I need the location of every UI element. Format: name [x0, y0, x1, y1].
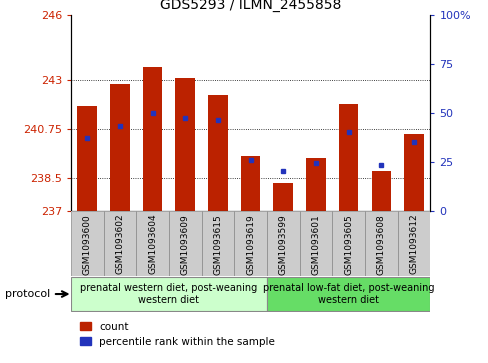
- Text: GSM1093608: GSM1093608: [376, 214, 385, 274]
- Text: GSM1093609: GSM1093609: [181, 214, 189, 274]
- FancyBboxPatch shape: [332, 211, 364, 276]
- Title: GDS5293 / ILMN_2455858: GDS5293 / ILMN_2455858: [160, 0, 341, 12]
- Bar: [175, 78, 195, 211]
- FancyBboxPatch shape: [234, 211, 266, 276]
- Bar: [110, 84, 129, 211]
- Bar: [273, 183, 292, 211]
- Text: GSM1093602: GSM1093602: [115, 214, 124, 274]
- Bar: [371, 171, 390, 211]
- Text: GSM1093604: GSM1093604: [148, 214, 157, 274]
- FancyBboxPatch shape: [266, 277, 429, 311]
- Text: prenatal western diet, post-weaning
western diet: prenatal western diet, post-weaning west…: [80, 283, 257, 305]
- FancyBboxPatch shape: [397, 211, 429, 276]
- Text: GSM1093601: GSM1093601: [311, 214, 320, 274]
- Text: prenatal low-fat diet, post-weaning
western diet: prenatal low-fat diet, post-weaning west…: [263, 283, 433, 305]
- Text: GSM1093600: GSM1093600: [82, 214, 92, 274]
- FancyBboxPatch shape: [71, 277, 266, 311]
- FancyBboxPatch shape: [103, 211, 136, 276]
- Bar: [77, 106, 97, 211]
- Text: GSM1093619: GSM1093619: [245, 214, 255, 274]
- FancyBboxPatch shape: [266, 211, 299, 276]
- Text: GSM1093599: GSM1093599: [278, 214, 287, 274]
- Text: GSM1093615: GSM1093615: [213, 214, 222, 274]
- Bar: [142, 67, 162, 211]
- FancyBboxPatch shape: [364, 211, 397, 276]
- FancyBboxPatch shape: [168, 211, 201, 276]
- Text: GSM1093612: GSM1093612: [408, 214, 418, 274]
- Bar: [338, 104, 358, 211]
- Bar: [208, 95, 227, 211]
- FancyBboxPatch shape: [136, 211, 168, 276]
- Legend: count, percentile rank within the sample: count, percentile rank within the sample: [76, 317, 279, 351]
- Bar: [404, 134, 423, 211]
- FancyBboxPatch shape: [299, 211, 332, 276]
- Text: protocol: protocol: [5, 289, 50, 299]
- Text: GSM1093605: GSM1093605: [344, 214, 352, 274]
- Bar: [305, 158, 325, 211]
- Bar: [240, 156, 260, 211]
- FancyBboxPatch shape: [71, 211, 103, 276]
- FancyBboxPatch shape: [201, 211, 234, 276]
